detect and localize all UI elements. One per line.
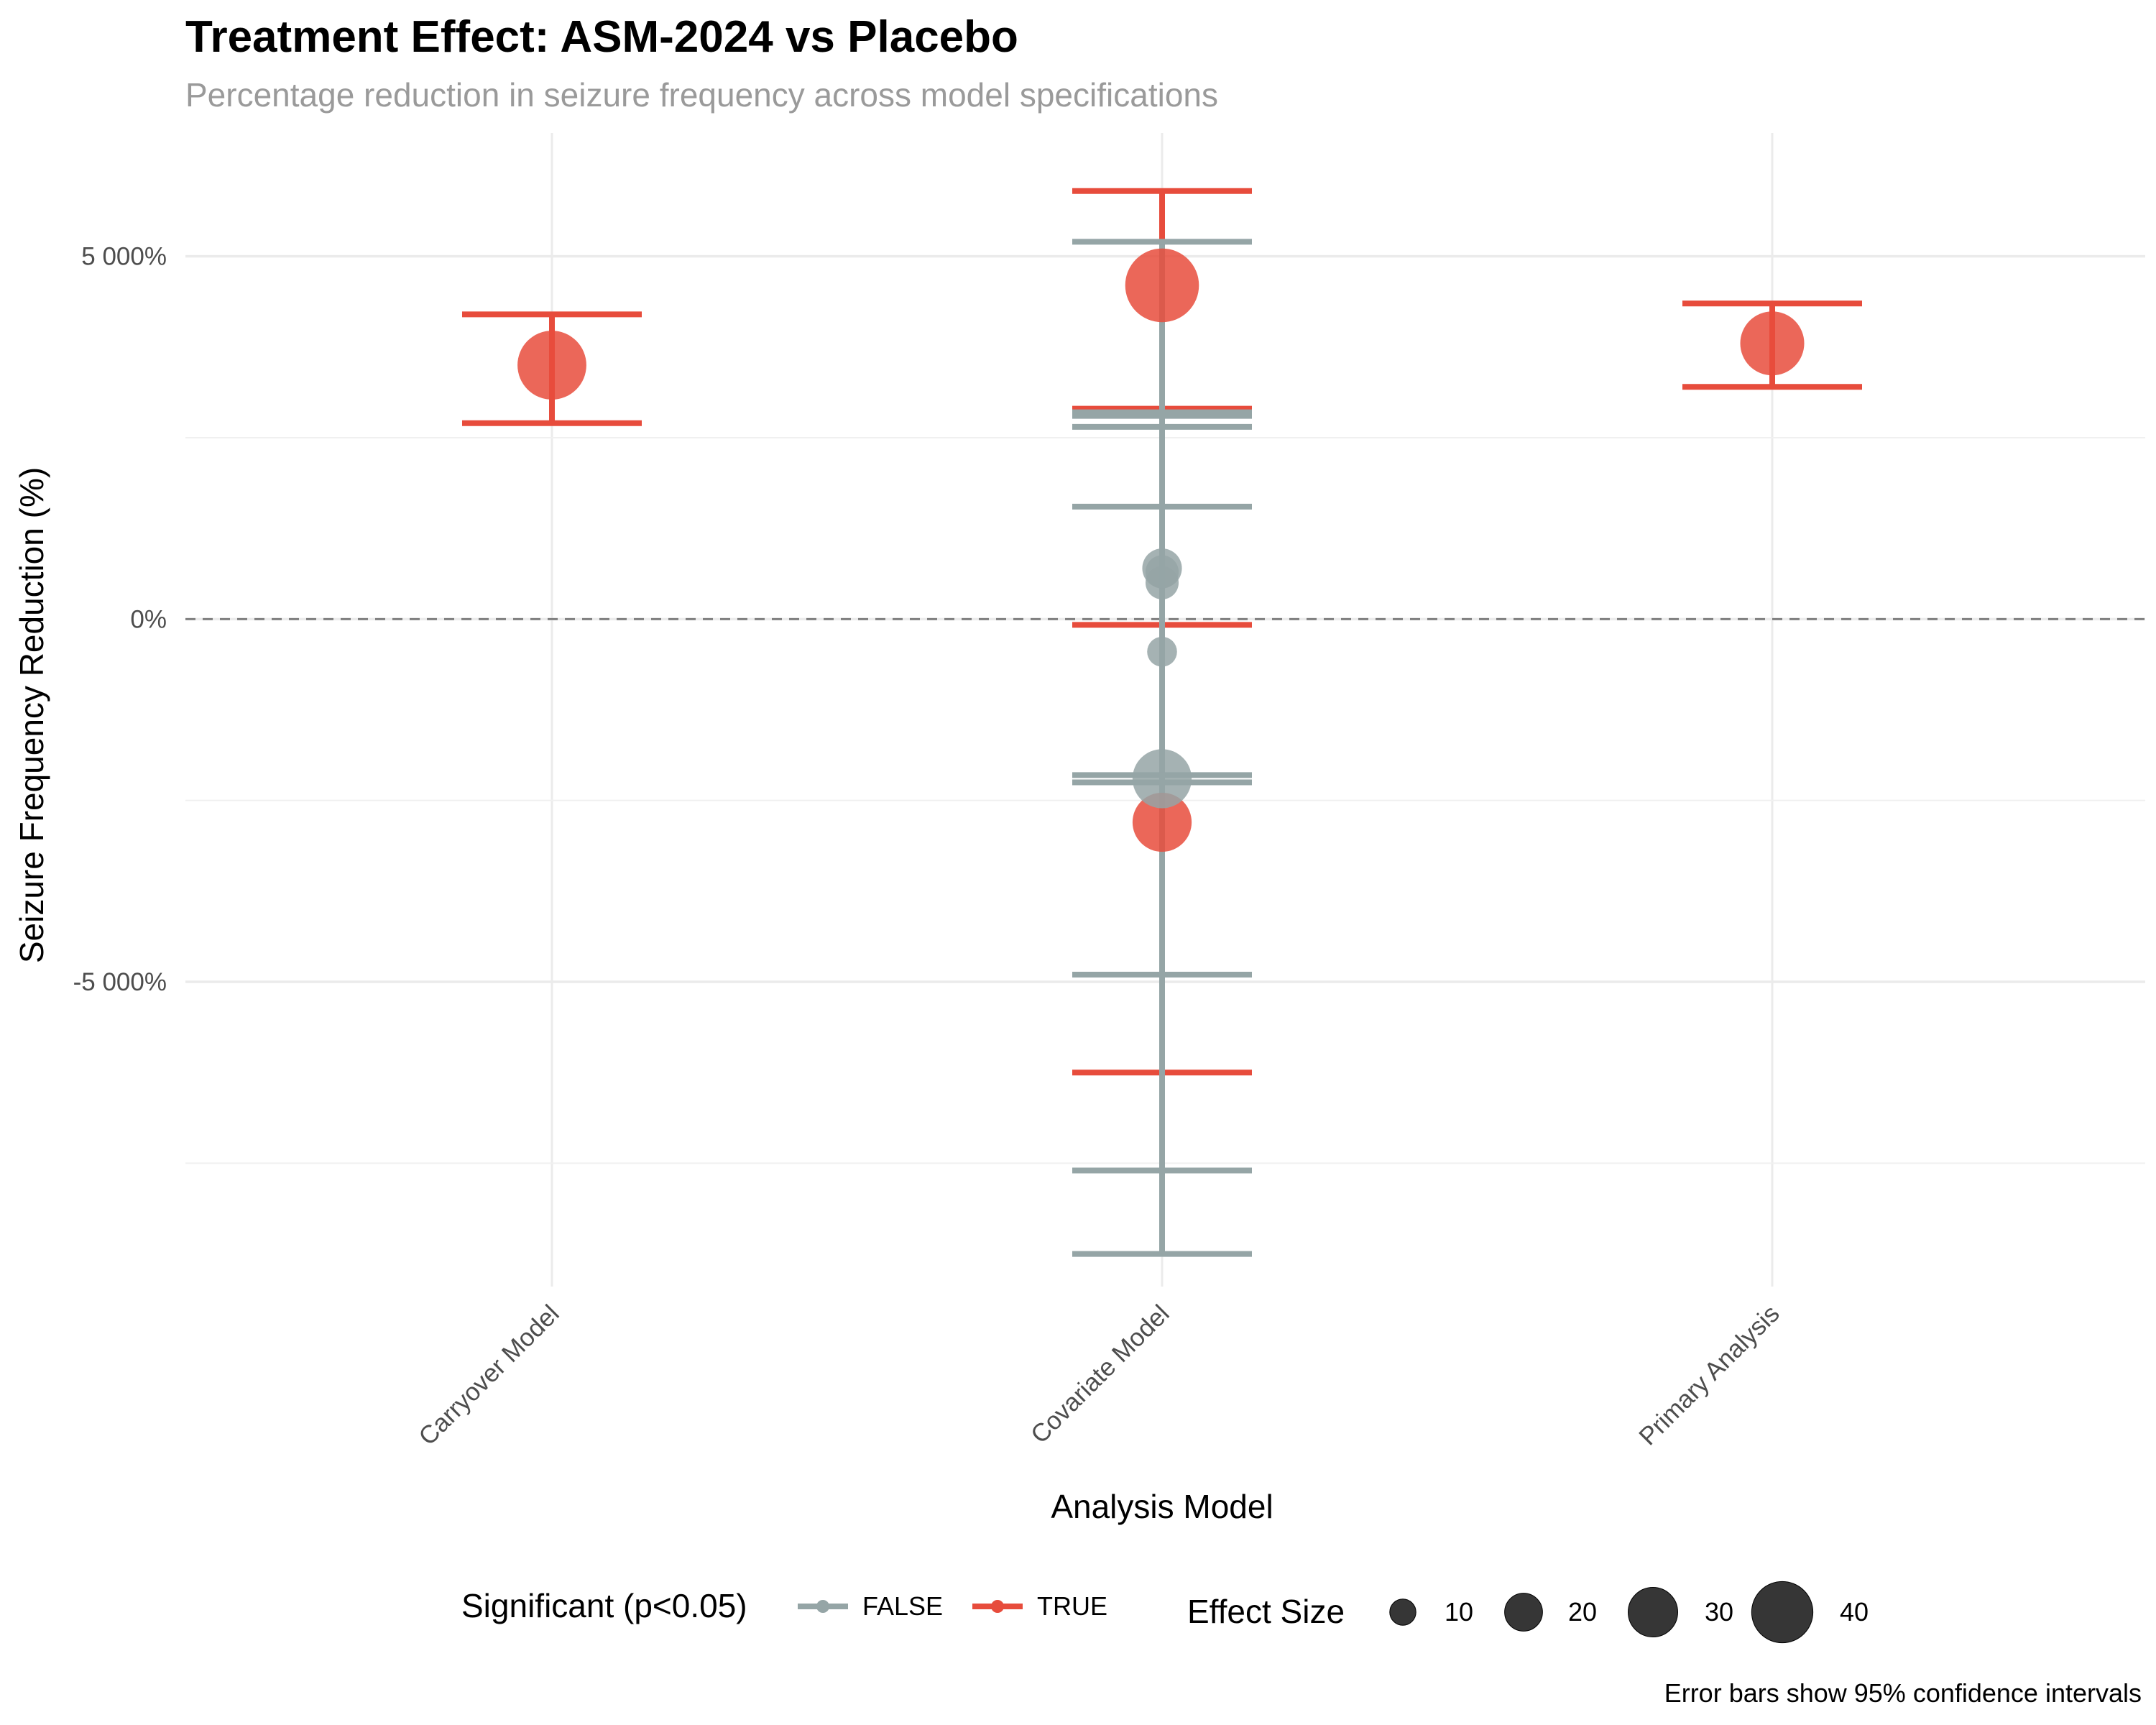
legend-size-label: 30 <box>1705 1597 1733 1627</box>
legend-key-point <box>991 1600 1004 1613</box>
legend-size-label: 10 <box>1445 1597 1473 1627</box>
data-point <box>1145 555 1179 589</box>
y-axis: 5 000% 0% -5 000% <box>73 243 167 996</box>
legend-size-title: Effect Size <box>1187 1593 1345 1630</box>
x-tick-label: Covariate Model <box>1026 1300 1175 1449</box>
legend-size-key: 30 <box>1628 1587 1733 1637</box>
error-bars <box>462 188 1862 1257</box>
legend-size-key: 10 <box>1389 1597 1473 1627</box>
legend-size-label: 20 <box>1568 1597 1597 1627</box>
data-point <box>1740 311 1805 376</box>
legend-color-title: Significant (p<0.05) <box>461 1587 747 1624</box>
y-axis-title: Seizure Frequency Reduction (%) <box>13 467 50 963</box>
legend-size-circle <box>1751 1581 1814 1644</box>
x-tick-label: Carryover Model <box>413 1300 565 1451</box>
legend-size-label: 40 <box>1840 1597 1869 1627</box>
legend-size-key: 40 <box>1751 1581 1869 1644</box>
x-tick-label: Primary Analysis <box>1634 1300 1784 1450</box>
y-tick-label: 5 000% <box>81 243 167 271</box>
legend-size-circle <box>1389 1598 1416 1626</box>
legend-color-key: FALSE <box>798 1591 943 1621</box>
chart-subtitle: Percentage reduction in seizure frequenc… <box>185 76 1218 114</box>
legend-color-label: FALSE <box>862 1591 943 1621</box>
data-point <box>1132 792 1192 852</box>
x-axis: Carryover Model Covariate Model Primary An… <box>413 1300 1785 1451</box>
legend-size-key: 20 <box>1504 1593 1597 1632</box>
chart-title: Treatment Effect: ASM-2024 vs Placebo <box>185 12 1018 62</box>
legend-key-point <box>816 1600 829 1613</box>
points <box>517 248 1805 852</box>
data-point <box>1125 248 1199 323</box>
y-tick-label: -5 000% <box>73 968 167 996</box>
data-point <box>1132 749 1192 809</box>
data-point <box>517 331 586 400</box>
x-axis-title: Analysis Model <box>1051 1488 1273 1525</box>
legend-size-circle <box>1504 1593 1543 1632</box>
legend: Significant (p<0.05) FALSE TRUE Effect Si… <box>461 1581 1869 1644</box>
legend-size-circle <box>1628 1587 1678 1637</box>
chart-caption: Error bars show 95% confidence intervals <box>1664 1678 2142 1708</box>
legend-color-label: TRUE <box>1037 1591 1107 1621</box>
y-tick-label: 0% <box>130 605 167 633</box>
data-point <box>1147 636 1177 667</box>
legend-color-key: TRUE <box>972 1591 1107 1621</box>
